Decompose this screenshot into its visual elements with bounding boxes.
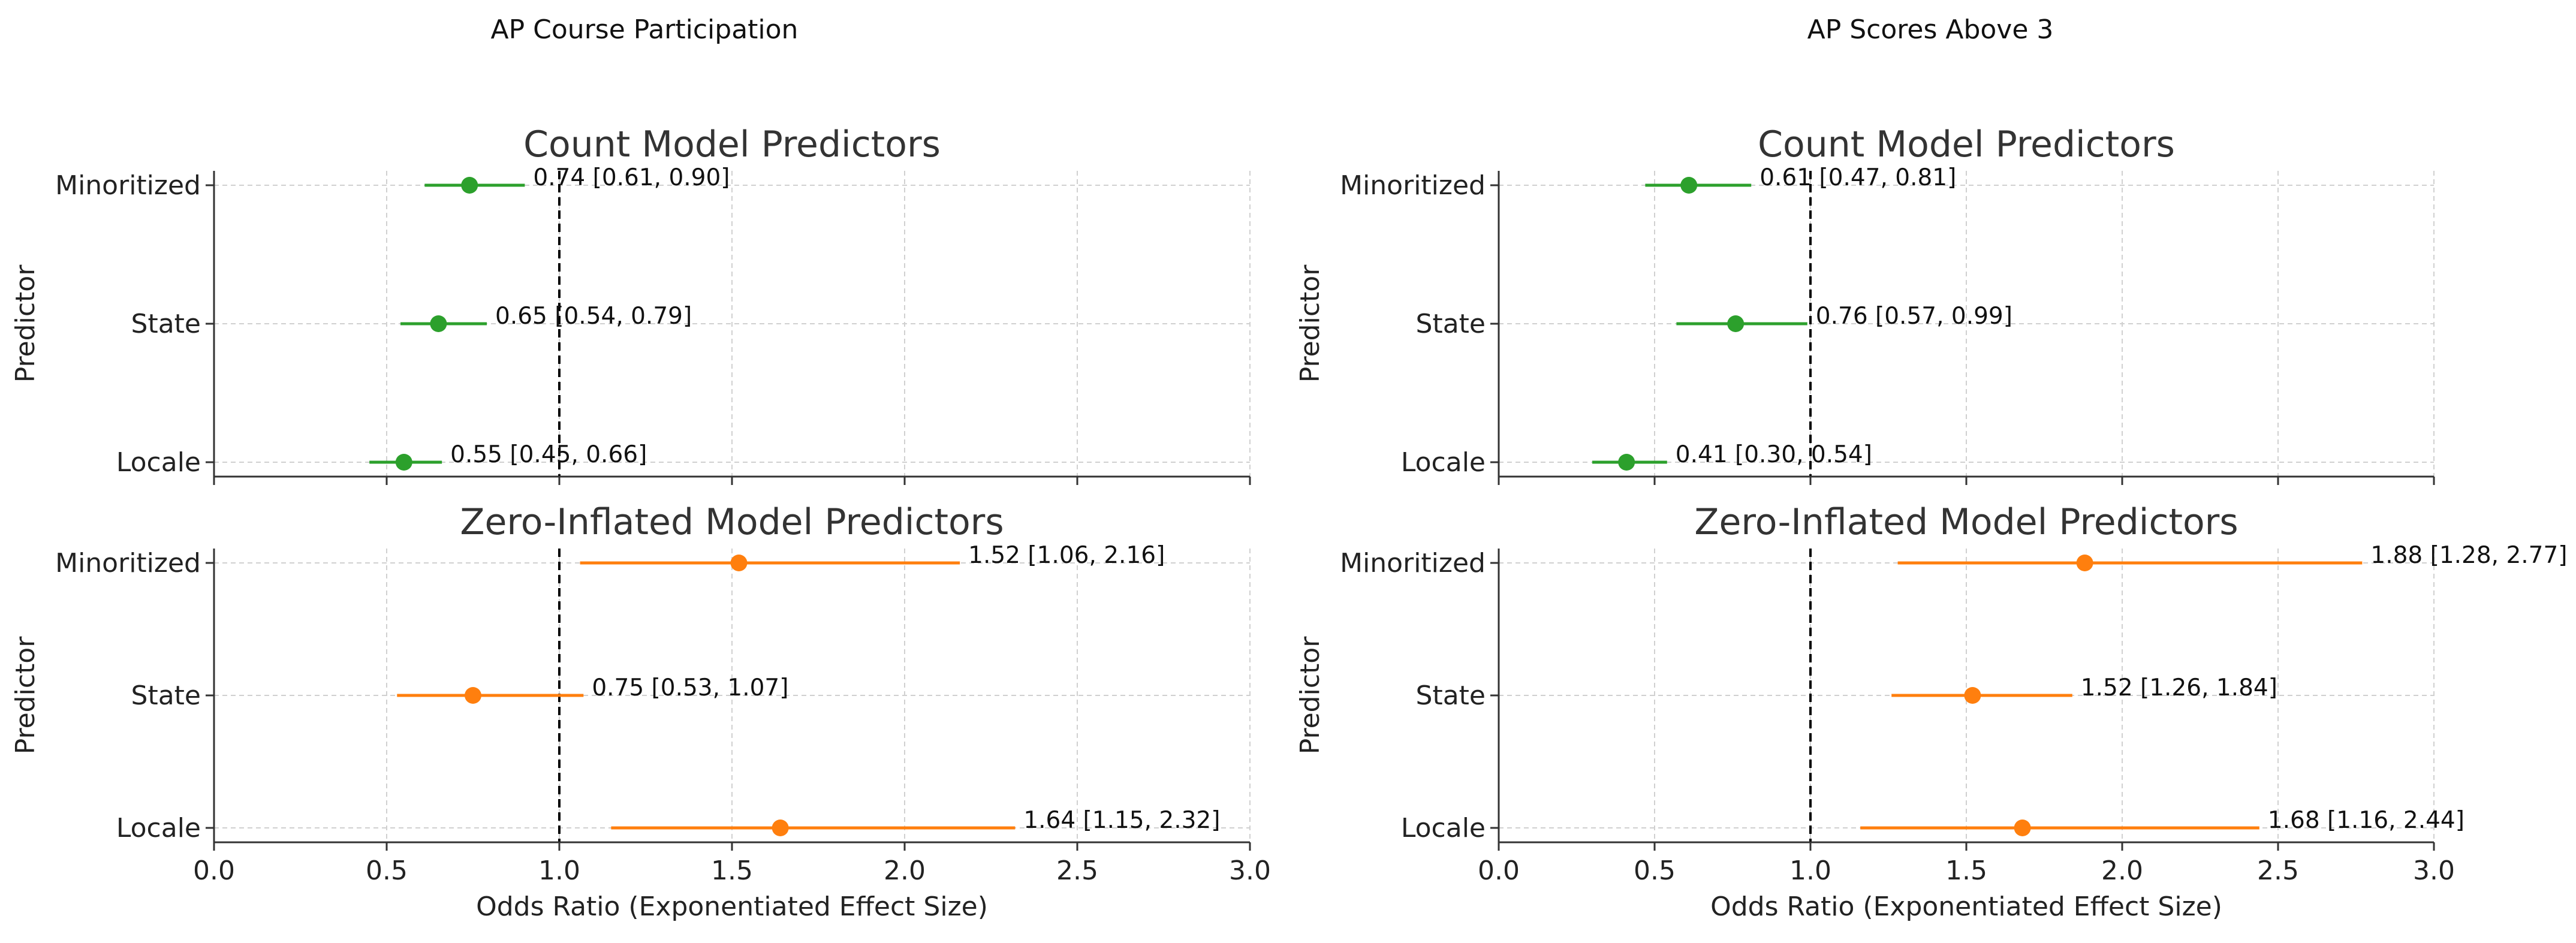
x-tick-label: 0.5 xyxy=(1634,855,1676,886)
y-tick-label: Minoritized xyxy=(1340,548,1486,579)
x-tick-label: 1.5 xyxy=(711,855,753,886)
data-label: 0.76 [0.57, 0.99] xyxy=(1816,303,2012,330)
estimate-point xyxy=(461,177,478,194)
estimate-point xyxy=(395,454,412,471)
y-axis-label: Predictor xyxy=(10,264,41,382)
y-tick-label: State xyxy=(1416,680,1486,711)
x-tick-label: 2.0 xyxy=(2101,855,2143,886)
x-tick-label: 2.5 xyxy=(2257,855,2299,886)
data-label: 0.75 [0.53, 1.07] xyxy=(592,674,788,701)
panel-title: Count Model Predictors xyxy=(523,123,941,165)
x-tick-label: 2.0 xyxy=(884,855,926,886)
data-label: 0.65 [0.54, 0.79] xyxy=(495,303,692,330)
estimate-point xyxy=(1727,315,1745,332)
column-title-left: AP Course Participation xyxy=(491,14,799,45)
x-tick-label: 1.0 xyxy=(538,855,580,886)
y-tick-label: Minoritized xyxy=(55,548,201,579)
x-tick-label: 3.0 xyxy=(2413,855,2455,886)
x-tick-label: 1.5 xyxy=(1945,855,1987,886)
y-axis-label: Predictor xyxy=(1295,636,1325,754)
column-title-right: AP Scores Above 3 xyxy=(1807,14,2054,45)
y-tick-label: State xyxy=(131,680,201,711)
data-label: 0.74 [0.61, 0.90] xyxy=(533,164,730,191)
x-tick-label: 1.0 xyxy=(1789,855,1831,886)
data-label: 0.61 [0.47, 0.81] xyxy=(1759,164,1956,191)
x-axis-label: Odds Ratio (Exponentiated Effect Size) xyxy=(1710,891,2222,922)
estimate-point xyxy=(2014,820,2031,836)
y-tick-label: Minoritized xyxy=(1340,170,1486,201)
data-label: 1.52 [1.26, 1.84] xyxy=(2081,674,2277,701)
x-tick-label: 0.0 xyxy=(193,855,235,886)
estimate-point xyxy=(1964,687,1981,704)
estimate-point xyxy=(2076,555,2093,571)
data-label: 0.55 [0.45, 0.66] xyxy=(450,441,647,468)
x-tick-label: 0.0 xyxy=(1478,855,1520,886)
y-tick-label: State xyxy=(1416,309,1486,339)
data-label: 1.64 [1.15, 2.32] xyxy=(1023,807,1220,834)
panel-title: Zero-Inflated Model Predictors xyxy=(1694,501,2238,543)
estimate-point xyxy=(1618,454,1635,471)
estimate-point xyxy=(772,820,789,836)
data-label: 1.52 [1.06, 2.16] xyxy=(968,542,1165,569)
x-tick-label: 3.0 xyxy=(1229,855,1271,886)
y-axis-label: Predictor xyxy=(10,636,41,754)
data-label: 1.88 [1.28, 2.77] xyxy=(2370,542,2567,569)
panel-title: Zero-Inflated Model Predictors xyxy=(460,501,1004,543)
y-axis-label: Predictor xyxy=(1295,264,1325,382)
y-tick-label: Locale xyxy=(1401,813,1486,843)
panels: Minoritized State Locale Count Model Predic… xyxy=(10,123,2568,922)
x-axis-label: Odds Ratio (Exponentiated Effect Size) xyxy=(476,891,988,922)
y-tick-label: Minoritized xyxy=(55,170,201,201)
estimate-point xyxy=(730,555,748,571)
x-tick-label: 2.5 xyxy=(1056,855,1098,886)
x-tick-label: 0.5 xyxy=(366,855,408,886)
estimate-point xyxy=(465,687,481,704)
y-tick-label: Locale xyxy=(1401,447,1486,478)
estimate-point xyxy=(430,315,447,332)
y-tick-label: Locale xyxy=(116,813,201,843)
y-tick-label: State xyxy=(131,309,201,339)
panel-1: Minoritized State Locale Count Model Predic… xyxy=(10,123,1251,485)
panel-3: 0.0 0.5 1.0 1.5 2.0 2.5 3.0 Minoritized State Loc… xyxy=(10,501,1271,922)
panel-title: Count Model Predictors xyxy=(1758,123,2175,165)
panel-2: Minoritized State Locale Count Model Predic… xyxy=(1295,123,2435,485)
data-label: 0.41 [0.30, 0.54] xyxy=(1676,441,1872,468)
data-label: 1.68 [1.16, 2.44] xyxy=(2268,807,2464,834)
estimate-point xyxy=(1680,177,1698,194)
y-tick-label: Locale xyxy=(116,447,201,478)
panel-4: 0.0 0.5 1.0 1.5 2.0 2.5 3.0 Minoritized State Loc… xyxy=(1295,501,2568,922)
